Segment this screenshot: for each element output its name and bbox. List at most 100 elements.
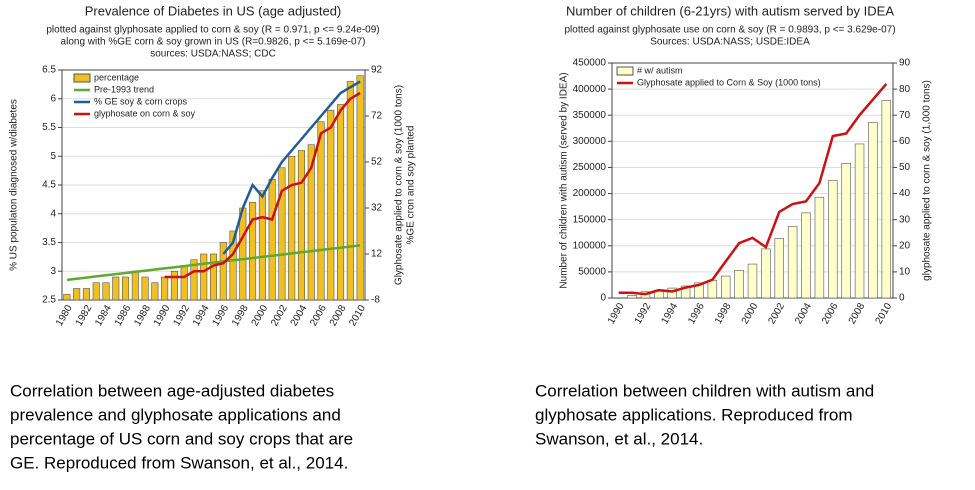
x-tick-label: 1998 [230,303,251,328]
y2-axis-label: %GE cron and soy planted [406,126,417,245]
bar [694,282,704,299]
bar [102,282,110,301]
y-tick-label: 3 [50,266,56,277]
caption: Swanson, et al., 2014. [535,429,703,448]
x-tick-label: 2004 [793,301,814,326]
x-tick-label: 1980 [54,303,75,328]
y2-tick-label: 90 [899,58,911,69]
x-tick-label: 1994 [659,301,680,326]
bar [209,253,218,301]
x-tick-label: 1988 [132,303,153,328]
x-tick-label: 1992 [171,303,192,328]
bar [881,100,892,299]
x-tick-label: 2008 [328,303,349,328]
y2-tick-label: 72 [371,111,383,122]
caption: Correlation between age-adjusted diabete… [10,381,334,400]
chart-subtitle: plotted against glyphosate applied to co… [46,25,379,36]
x-tick-label: 1986 [113,303,134,328]
y-tick-label: 250000 [573,162,607,173]
bar [258,190,266,301]
legend-label: Glyphosate applied to Corn & Soy (1000 t… [637,77,821,87]
chart-title: Number of children (6-21yrs) with autism… [566,3,894,18]
x-tick-label: 1998 [713,301,734,326]
x-tick-label: 1984 [93,303,114,328]
bar [122,276,130,301]
bar [297,150,305,301]
y2-tick-label: 32 [371,203,383,214]
y2-tick-label: 70 [899,110,911,121]
bar [787,226,798,299]
bar [337,104,345,301]
y-tick-label: 3.5 [42,237,56,248]
bar [346,81,354,301]
legend-label: # w/ autism [637,65,683,75]
bar [180,265,188,301]
bar [268,178,276,301]
y2-tick-label: 40 [899,188,911,199]
x-tick-label: 2008 [847,301,868,326]
chart-subtitle: sources: USDA:NASS; CDC [150,49,276,60]
bar [200,253,208,301]
bar [721,275,731,299]
y-tick-label: 50000 [578,267,606,278]
y2-tick-label: -8 [371,295,380,306]
bar [868,122,878,299]
bar [841,162,851,299]
legend-label: Pre-1993 trend [94,84,154,94]
x-tick-label: 2002 [766,301,787,326]
bar [747,263,758,299]
caption: GE. Reproduced from Swanson, et al., 201… [10,453,348,472]
bar [627,295,637,299]
y2-axis-label: glyphosate applied to corn & soy (1,000 … [922,80,933,281]
bar [112,276,120,301]
caption: glyphosate applications. Reproduced from [535,405,853,424]
y2-tick-label: 12 [371,249,383,260]
bar [801,212,811,299]
bar [667,287,677,299]
bar [774,238,784,299]
y-tick-label: 150000 [573,214,607,225]
y2-tick-label: 52 [371,157,383,168]
legend-box [73,73,91,83]
y2-axis-label: Glyphosate applied to corn & soy (1000 t… [394,85,405,285]
series-line [618,83,888,296]
legend-label: percentage [94,72,139,82]
y-tick-label: 2.5 [42,295,56,306]
y-tick-label: 5 [50,151,56,162]
y-tick-label: 300000 [573,136,607,147]
y-tick-label: 350000 [573,110,607,121]
bar [219,242,227,301]
y2-tick-label: 60 [899,136,911,147]
y2-tick-label: 92 [371,65,383,76]
y-axis-label: % US populaton diagnosed w/diabetes [9,99,20,271]
x-tick-label: 2010 [874,301,895,326]
x-tick-label: 1992 [633,301,654,326]
bar [141,276,149,301]
bar [854,143,865,299]
bar [73,288,81,301]
bar [828,180,838,299]
y-tick-label: 6 [50,93,56,104]
chart-subtitle: Sources: USDA:NASS; USDE:IDEA [650,37,810,48]
caption: percentage of US corn and soy crops that… [10,429,353,448]
y2-tick-label: 30 [899,214,911,225]
bar [82,288,90,301]
bar [229,230,237,301]
x-tick-label: 1996 [686,301,707,326]
x-tick-label: 1994 [191,303,212,328]
y-tick-label: 200000 [573,188,607,199]
bar [249,201,257,301]
chart-subtitle: plotted against glyphosate use on corn &… [564,25,895,36]
bar [327,109,335,301]
bar [761,248,771,299]
bar [317,121,325,301]
y2-tick-label: 80 [899,84,911,95]
x-tick-label: 1990 [152,303,173,328]
y2-tick-label: 20 [899,240,911,251]
x-tick-label: 2002 [269,303,290,328]
series-line [66,244,361,282]
y-tick-label: 100000 [573,240,607,251]
bar [190,259,198,301]
bar [161,276,169,301]
